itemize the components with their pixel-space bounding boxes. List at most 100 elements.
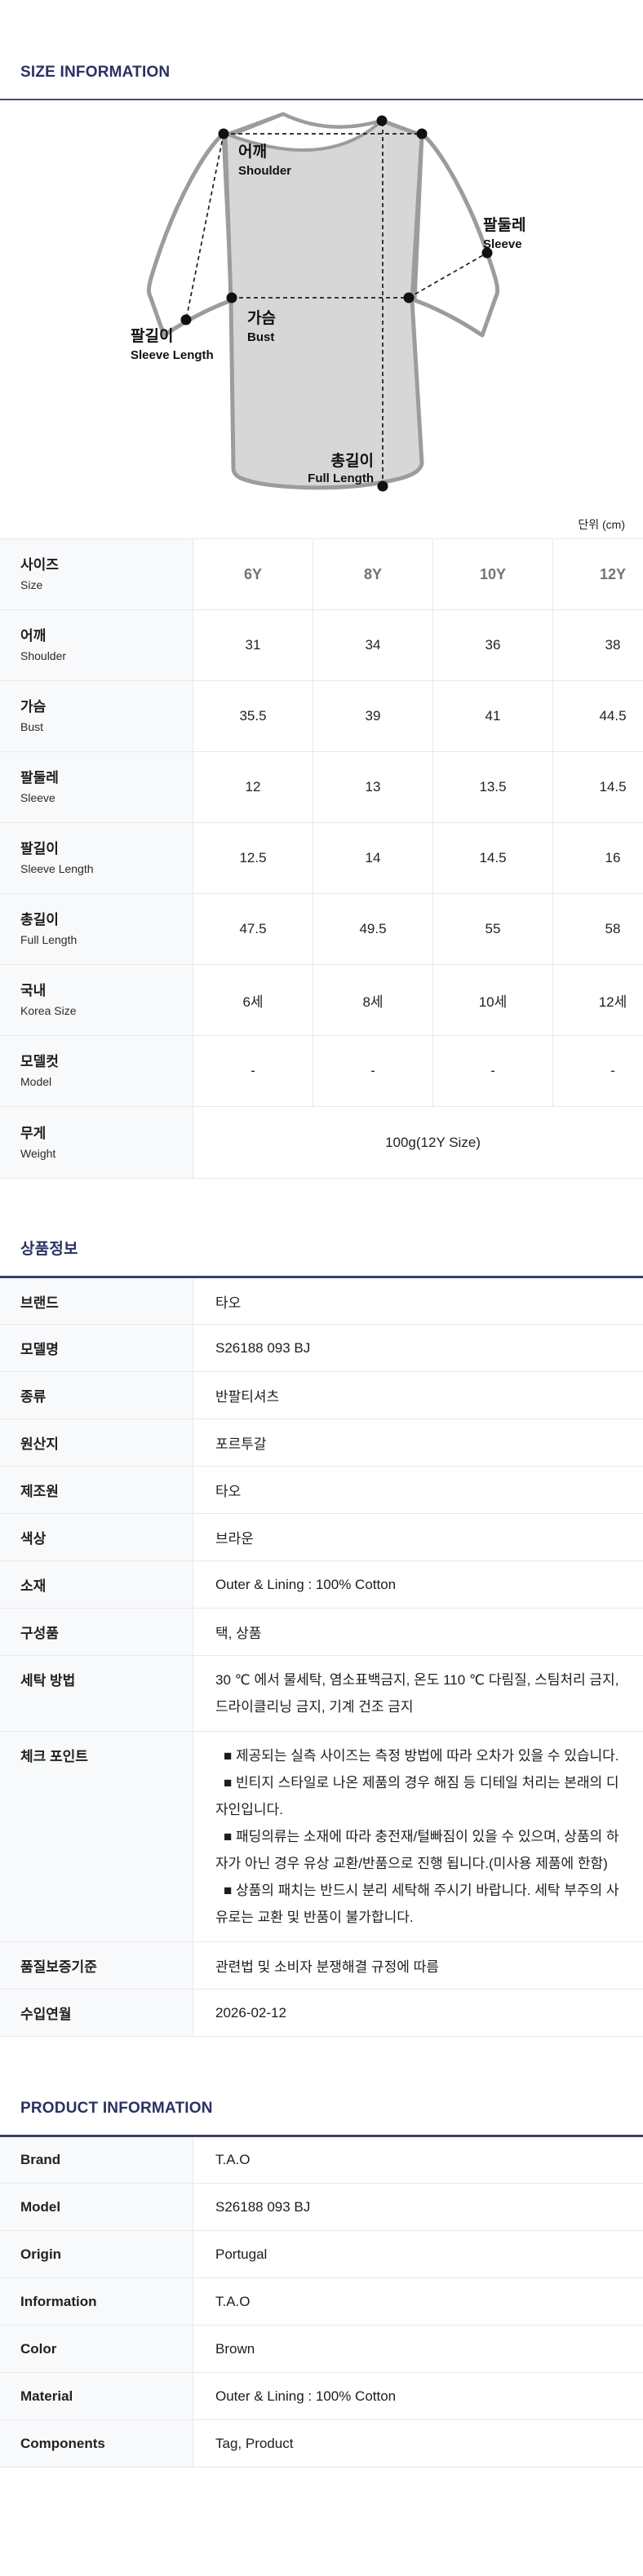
info-label: 색상: [0, 1513, 193, 1561]
info-label: 제조원: [0, 1466, 193, 1514]
info-row-type: 종류 반팔티셔츠: [0, 1371, 643, 1419]
measure-value: -: [313, 1035, 433, 1107]
info-value: Tag, Product: [193, 2419, 643, 2468]
size-table-row-model: 모델컷 Model - - - -: [0, 1035, 643, 1107]
full-length-label-ko: 총길이: [331, 452, 374, 470]
info-row-check-points: 체크 포인트 ■ 제공되는 실측 사이즈는 측정 방법에 따라 오차가 있을 수…: [0, 1731, 643, 1942]
info-value: 택, 상품: [193, 1608, 643, 1656]
row-label-ko: 어깨: [20, 628, 47, 644]
size-table-row-sleeve-length: 팔길이 Sleeve Length 12.5 14 14.5 16: [0, 822, 643, 894]
size-table-row-bust: 가슴 Bust 35.5 39 41 44.5: [0, 680, 643, 752]
info-value: T.A.O: [193, 2136, 643, 2184]
info-en-row-color: Color Brown: [0, 2325, 643, 2373]
info-value: 타오: [193, 1277, 643, 1325]
weight-value: 100g(12Y Size): [193, 1106, 643, 1179]
info-value: Brown: [193, 2325, 643, 2373]
info-row-washing: 세탁 방법 30 ℃ 에서 물세탁, 염소표백금지, 온도 110 ℃ 다림질,…: [0, 1655, 643, 1732]
size-table: 사이즈 Size 6Y 8Y 10Y 12Y 어깨 Shoulder 31 34 3…: [0, 538, 643, 1179]
row-label-en: Shoulder: [20, 649, 67, 662]
bottom-spacer: [0, 2468, 643, 2523]
product-info-table: 브랜드 타오 모델명 S26188 093 BJ 종류 반팔티셔츠 원산지 포르…: [0, 1276, 643, 2037]
row-label-en: Sleeve: [20, 791, 55, 804]
info-row-material: 소재 Outer & Lining : 100% Cotton: [0, 1560, 643, 1609]
row-label-ko: 가슴: [20, 699, 47, 715]
measure-value: 10세: [432, 964, 553, 1036]
size-table-row-korea-size: 국내 Korea Size 6세 8세 10세 12세: [0, 964, 643, 1036]
bust-label-ko: 가슴: [247, 309, 276, 327]
size-table-row-weight: 무게 Weight 100g(12Y Size): [0, 1106, 643, 1179]
product-info-section-title: 상품정보: [20, 1241, 78, 1258]
size-table-row-shoulder: 어깨 Shoulder 31 34 36 38: [0, 609, 643, 681]
info-label: 세탁 방법: [0, 1655, 193, 1732]
row-label-ko: 팔길이: [20, 841, 59, 856]
info-value: 반팔티셔츠: [193, 1371, 643, 1419]
row-label-ko: 모델컷: [20, 1054, 59, 1069]
info-label: 수입연월: [0, 1989, 193, 2037]
info-value: T.A.O: [193, 2277, 643, 2326]
measure-value: 36: [432, 609, 553, 681]
info-value: Outer & Lining : 100% Cotton: [193, 2372, 643, 2420]
size-col-header: 10Y: [432, 538, 553, 610]
info-row-manufacturer: 제조원 타오: [0, 1466, 643, 1514]
measure-value: 14.5: [432, 822, 553, 894]
info-value: S26188 093 BJ: [193, 2183, 643, 2231]
info-label: 모델명: [0, 1324, 193, 1372]
info-value: ■ 제공되는 실측 사이즈는 측정 방법에 따라 오차가 있을 수 있습니다. …: [193, 1731, 643, 1942]
measure-value: 14.5: [552, 751, 643, 823]
info-label: 종류: [0, 1371, 193, 1419]
measure-value: 16: [552, 822, 643, 894]
size-col-header: 6Y: [193, 538, 313, 610]
product-info-en-section-title: PRODUCT INFORMATION: [20, 2100, 213, 2117]
info-en-row-components: Components Tag, Product: [0, 2419, 643, 2468]
measure-value: 12: [193, 751, 313, 823]
sleeve-length-label-ko: 팔길이: [131, 327, 173, 345]
left-sleeve-shape: [146, 131, 234, 338]
measure-value: 35.5: [193, 680, 313, 752]
row-label-ko: 국내: [20, 983, 47, 998]
sleeve-length-label-en: Sleeve Length: [131, 348, 214, 362]
measure-value: 14: [313, 822, 433, 894]
info-label: Material: [0, 2372, 193, 2420]
info-label: 원산지: [0, 1419, 193, 1467]
info-value: 2026-02-12: [193, 1989, 643, 2037]
info-label: Origin: [0, 2230, 193, 2278]
info-value: S26188 093 BJ: [193, 1324, 643, 1372]
shoulder-label-en: Shoulder: [238, 164, 291, 178]
product-info-en-table: Brand T.A.O Model S26188 093 BJ Origin P…: [0, 2135, 643, 2468]
sleeve-girth-measure-line: [408, 252, 488, 299]
measure-value: 12.5: [193, 822, 313, 894]
size-table-row-size: 사이즈 Size 6Y 8Y 10Y 12Y: [0, 538, 643, 610]
size-table-row-full-length: 총길이 Full Length 47.5 49.5 55 58: [0, 893, 643, 965]
measure-value: 34: [313, 609, 433, 681]
measure-value: 44.5: [552, 680, 643, 752]
info-value: 30 ℃ 에서 물세탁, 염소표백금지, 온도 110 ℃ 다림질, 스팀처리 …: [193, 1655, 643, 1732]
info-label: 구성품: [0, 1608, 193, 1656]
size-col-header: 12Y: [552, 538, 643, 610]
right-sleeve-shape: [412, 131, 500, 338]
measure-value: 39: [313, 680, 433, 752]
info-row-brand: 브랜드 타오: [0, 1277, 643, 1325]
info-value: 타오: [193, 1466, 643, 1514]
sleeve-label-en: Sleeve: [483, 237, 522, 251]
row-label-ko: 무게: [20, 1125, 47, 1141]
row-label-en: Korea Size: [20, 1004, 77, 1017]
size-col-header: 8Y: [313, 538, 433, 610]
measure-value: 6세: [193, 964, 313, 1036]
info-en-row-material: Material Outer & Lining : 100% Cotton: [0, 2372, 643, 2420]
info-value: 포르투갈: [193, 1419, 643, 1467]
info-value: Portugal: [193, 2230, 643, 2278]
info-label: 체크 포인트: [0, 1731, 193, 1942]
info-value: 브라운: [193, 1513, 643, 1561]
info-en-row-model: Model S26188 093 BJ: [0, 2183, 643, 2231]
info-value: 관련법 및 소비자 분쟁해결 규정에 따름: [193, 1941, 643, 1990]
measure-dots: [180, 115, 493, 492]
bust-label-en: Bust: [247, 330, 274, 344]
check-point: ■ 상품의 패치는 반드시 분리 세탁해 주시기 바랍니다. 세탁 부주의 사유…: [215, 1883, 619, 1925]
info-label: 브랜드: [0, 1277, 193, 1325]
measure-value: -: [552, 1035, 643, 1107]
info-row-components: 구성품 택, 상품: [0, 1608, 643, 1656]
measure-value: 41: [432, 680, 553, 752]
measure-value: -: [193, 1035, 313, 1107]
row-label-en: Full Length: [20, 933, 78, 946]
info-label: Components: [0, 2419, 193, 2468]
